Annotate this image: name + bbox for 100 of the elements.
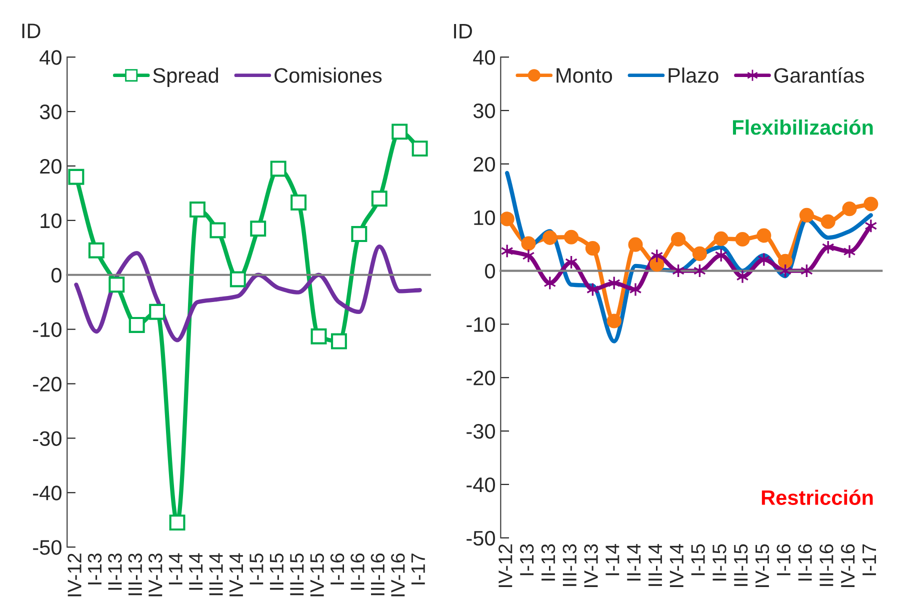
x-tick-label: IV-13	[148, 553, 162, 596]
point	[412, 140, 428, 157]
y-tick-label: 10	[40, 213, 62, 228]
y-tick-label: -30	[466, 424, 495, 439]
point	[68, 168, 84, 185]
y-axis-title: ID	[454, 24, 472, 38]
point	[736, 270, 749, 284]
point	[606, 314, 622, 328]
y-tick-label: 10	[474, 210, 495, 226]
y-tick-label: -50	[466, 530, 495, 546]
x-tick-label: I-15	[250, 553, 264, 584]
point	[522, 248, 535, 263]
x-tick-label: I-16	[330, 553, 344, 584]
y-tick-label: -20	[466, 370, 495, 386]
x-tick-label: III-14	[209, 553, 223, 596]
annotation: Flexibilización	[732, 119, 873, 135]
annotation: Restricción	[762, 490, 873, 505]
point	[564, 230, 579, 244]
x-tick-label: IV-12	[68, 554, 82, 596]
point	[270, 160, 286, 177]
x-tick-label: I-14	[606, 544, 620, 576]
x-tick-label: IV-15	[756, 544, 770, 588]
x-tick-label: II-13	[108, 553, 122, 590]
y-tick-label: -40	[466, 477, 495, 492]
point	[128, 316, 145, 333]
x-tick-label: II-14	[627, 544, 641, 581]
legend-label: Comisiones	[274, 68, 382, 83]
x-tick-label: I-15	[691, 544, 705, 576]
y-tick-label: 40	[473, 50, 495, 65]
point	[650, 257, 664, 272]
point	[250, 220, 266, 237]
point	[735, 232, 750, 247]
point	[692, 246, 707, 261]
point	[585, 241, 600, 256]
point	[671, 232, 686, 247]
point	[290, 194, 307, 210]
point	[230, 271, 246, 288]
x-tick-label: III-13	[562, 544, 577, 586]
line-series	[505, 170, 873, 344]
point	[210, 222, 226, 238]
y-tick-label: -30	[33, 431, 62, 446]
point	[500, 212, 514, 226]
point	[351, 226, 368, 242]
y-tick-label: 30	[40, 104, 62, 120]
legend-label: Plazo	[668, 68, 718, 83]
x-tick-label: III-15	[290, 553, 304, 596]
point	[542, 230, 558, 245]
y-tick-label: 40	[40, 50, 62, 65]
point	[820, 214, 836, 229]
x-tick-label: I-17	[862, 544, 876, 576]
y-tick-label: -20	[33, 376, 62, 392]
point	[778, 254, 793, 268]
point	[799, 208, 814, 223]
x-tick-label: I-17	[411, 554, 425, 584]
y-tick-label: 0	[51, 268, 62, 283]
x-tick-label: I-13	[520, 544, 534, 576]
x-tick-label: IV-16	[840, 544, 855, 588]
x-tick-label: I-14	[168, 553, 182, 584]
line-series	[74, 244, 422, 342]
x-tick-label: IV-15	[310, 553, 324, 596]
point	[629, 282, 642, 297]
legend-label: Spread	[153, 68, 218, 87]
point	[149, 304, 166, 320]
x-tick-label: I-16	[776, 544, 791, 576]
point	[756, 228, 772, 243]
y-tick-label: 20	[40, 158, 62, 174]
x-tick-label: IV-14	[230, 553, 243, 596]
legend-label: Garantías	[774, 67, 864, 83]
x-tick-label: III-16	[820, 544, 834, 586]
point	[371, 190, 388, 207]
point	[843, 244, 856, 259]
x-tick-label: IV-14	[670, 544, 684, 588]
point	[521, 236, 536, 251]
x-tick-label: II-13	[541, 544, 556, 581]
point	[189, 202, 206, 218]
legend-label: Monto	[556, 68, 612, 83]
point	[88, 242, 104, 258]
x-tick-label: III-15	[734, 544, 748, 586]
point	[864, 196, 878, 212]
x-tick-label: II-14	[189, 553, 203, 590]
x-tick-label: III-13	[128, 553, 142, 596]
y-tick-label: -40	[33, 486, 62, 500]
point	[169, 514, 186, 531]
y-tick-label: -50	[33, 540, 62, 555]
x-tick-label: II-15	[712, 544, 726, 581]
point	[108, 276, 125, 293]
y-tick-label: 30	[473, 104, 495, 118]
point	[714, 231, 728, 246]
point	[310, 328, 327, 344]
y-tick-label: 20	[474, 156, 495, 172]
point	[628, 237, 643, 252]
x-tick-label: II-16	[350, 553, 364, 590]
x-tick-label: IV-13	[584, 544, 598, 588]
x-tick-label: II-15	[270, 553, 284, 590]
y-axis-title: ID	[22, 24, 40, 38]
x-tick-label: IV-12	[498, 544, 512, 588]
point	[842, 202, 857, 216]
point	[392, 124, 408, 140]
y-tick-label: -10	[33, 322, 62, 338]
x-tick-label: I-13	[88, 553, 102, 584]
